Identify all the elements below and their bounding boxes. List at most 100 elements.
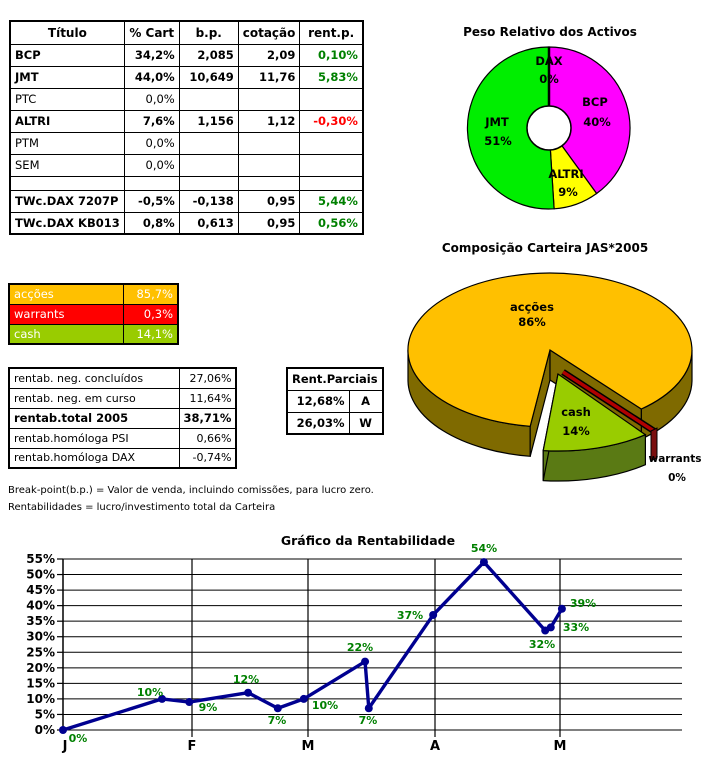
rentab-label[interactable]: rentab.homóloga DAX — [8, 447, 180, 469]
alloc-label[interactable]: acções — [8, 283, 124, 305]
data-point-marker — [185, 698, 194, 707]
alloc-value[interactable]: 0,3% — [122, 303, 179, 325]
cell-cot[interactable] — [237, 131, 301, 155]
cell-title[interactable] — [9, 175, 125, 191]
donut-slice-JMT — [466, 46, 555, 210]
alloc-label[interactable]: cash — [8, 323, 124, 345]
allocation-table[interactable]: acções 85,7% warrants 0,3% cash 14,1% — [8, 283, 179, 345]
cell-rent[interactable]: 5,83% — [299, 65, 364, 89]
donut-hole — [526, 105, 572, 151]
rentab-value[interactable]: 38,71% — [178, 407, 237, 429]
rentab-row-em-curso: rentab. neg. em curso 11,64% — [8, 387, 237, 409]
rentab-table[interactable]: rentab. neg. concluídos 27,06% rentab. n… — [8, 367, 238, 469]
cell-cart[interactable]: 0,8% — [123, 211, 180, 235]
alloc-value[interactable]: 85,7% — [122, 283, 179, 305]
parciais-letter[interactable]: W — [348, 411, 384, 435]
rent-parciais-table[interactable]: Rent.Parciais 12,68% A 26,03% W — [286, 367, 384, 435]
donut-slice-pct: 51% — [484, 134, 512, 148]
cell-rent[interactable]: 0,56% — [299, 211, 364, 235]
cell-rent[interactable] — [299, 153, 364, 177]
holdings-table[interactable]: Título % Cart b.p. cotação rent.p. BCP 3… — [9, 20, 364, 235]
cell-bp[interactable] — [178, 131, 239, 155]
data-point-marker — [59, 726, 67, 734]
rentabilidade-line-chart[interactable]: Gráfico da Rentabilidade 0%5%10%15%20%25… — [0, 528, 728, 765]
cell-rent[interactable]: 5,44% — [299, 189, 364, 213]
cell-cot[interactable] — [237, 175, 301, 191]
rentab-row-total-2005: rentab.total 2005 38,71% — [8, 407, 237, 429]
alloc-value[interactable]: 14,1% — [122, 323, 179, 345]
rentab-value[interactable]: 27,06% — [178, 367, 237, 389]
cell-bp[interactable]: 1,156 — [178, 109, 239, 133]
cell-rent[interactable]: 0,10% — [299, 43, 364, 67]
warrants-sliver-side — [650, 427, 658, 462]
cell-rent[interactable]: -0,30% — [299, 109, 364, 133]
col-header-rentp[interactable]: rent.p. — [299, 20, 364, 45]
point-value-label: 33% — [563, 621, 589, 634]
parciais-value[interactable]: 12,68% — [286, 389, 350, 413]
rentab-value[interactable]: 0,66% — [178, 427, 237, 449]
cell-bp[interactable]: 10,649 — [178, 65, 239, 89]
cell-cart[interactable]: 0,0% — [123, 153, 180, 177]
parciais-row-a: 12,68% A — [286, 389, 384, 413]
holdings-header-row: Título % Cart b.p. cotação rent.p. — [9, 20, 364, 45]
pie-slice-name: warrants — [649, 453, 702, 465]
rentab-label[interactable]: rentab.total 2005 — [8, 407, 180, 429]
pie-slice-pct: 0% — [668, 472, 686, 484]
col-header-bp[interactable]: b.p. — [178, 20, 239, 45]
donut-chart-title: Peso Relativo dos Activos — [463, 25, 637, 39]
point-value-label: 54% — [471, 542, 497, 555]
cell-cart[interactable] — [123, 175, 180, 191]
cell-rent[interactable] — [299, 131, 364, 155]
rentab-label[interactable]: rentab.homóloga PSI — [8, 427, 180, 449]
cell-bp[interactable]: 2,085 — [178, 43, 239, 67]
cell-bp[interactable]: -0,138 — [178, 189, 239, 213]
cell-cart[interactable]: 0,0% — [123, 87, 180, 111]
cell-rent[interactable] — [299, 87, 364, 111]
cell-cot[interactable]: 1,12 — [237, 109, 301, 133]
col-header-cotacao[interactable]: cotação — [237, 20, 301, 45]
cell-title[interactable]: PTM — [9, 131, 125, 155]
cell-cot[interactable]: 0,95 — [237, 211, 301, 235]
cell-title[interactable]: JMT — [9, 65, 125, 89]
donut-chart[interactable]: DAX 0% BCP 40% ALTRI 9% JMT 51% — [400, 14, 700, 220]
y-axis-label: 0% — [35, 723, 55, 737]
y-axis-label: 45% — [26, 583, 55, 597]
cell-title[interactable]: PTC — [9, 87, 125, 111]
rentab-label[interactable]: rentab. neg. em curso — [8, 387, 180, 409]
cell-bp[interactable]: 0,613 — [178, 211, 239, 235]
cell-title[interactable]: TWc.DAX 7207P — [9, 189, 125, 213]
cell-cart[interactable]: 44,0% — [123, 65, 180, 89]
rentab-label[interactable]: rentab. neg. concluídos — [8, 367, 180, 389]
parciais-letter[interactable]: A — [348, 389, 384, 413]
cash-top — [542, 372, 647, 452]
cell-bp[interactable] — [178, 175, 239, 191]
cell-cot[interactable]: 2,09 — [237, 43, 301, 67]
cell-title[interactable]: ALTRI — [9, 109, 125, 133]
rentab-value[interactable]: -0,74% — [178, 447, 237, 469]
y-axis-label: 25% — [26, 645, 55, 659]
cell-cot[interactable]: 0,95 — [237, 189, 301, 213]
col-header-cart[interactable]: % Cart — [123, 20, 180, 45]
cell-title[interactable]: TWc.DAX KB013 — [9, 211, 125, 235]
cell-bp[interactable] — [178, 153, 239, 177]
cell-cart[interactable]: 34,2% — [123, 43, 180, 67]
cell-title[interactable]: SEM — [9, 153, 125, 177]
cell-cart[interactable]: 7,6% — [123, 109, 180, 133]
alloc-label[interactable]: warrants — [8, 303, 124, 325]
rentab-value[interactable]: 11,64% — [178, 387, 237, 409]
cell-rent[interactable] — [299, 175, 364, 191]
col-header-titulo[interactable]: Título — [9, 20, 125, 45]
cell-cot[interactable]: 11,76 — [237, 65, 301, 89]
cell-cot[interactable] — [237, 153, 301, 177]
cell-bp[interactable] — [178, 87, 239, 111]
cell-cart[interactable]: 0,0% — [123, 131, 180, 155]
y-axis-label: 10% — [26, 692, 55, 706]
cell-title[interactable]: BCP — [9, 43, 125, 67]
holdings-row-sem: SEM 0,0% — [9, 153, 364, 177]
cell-cart[interactable]: -0,5% — [123, 189, 180, 213]
cell-cot[interactable] — [237, 87, 301, 111]
parciais-value[interactable]: 26,03% — [286, 411, 350, 435]
parciais-title[interactable]: Rent.Parciais — [286, 367, 384, 391]
data-point-marker — [557, 604, 566, 613]
